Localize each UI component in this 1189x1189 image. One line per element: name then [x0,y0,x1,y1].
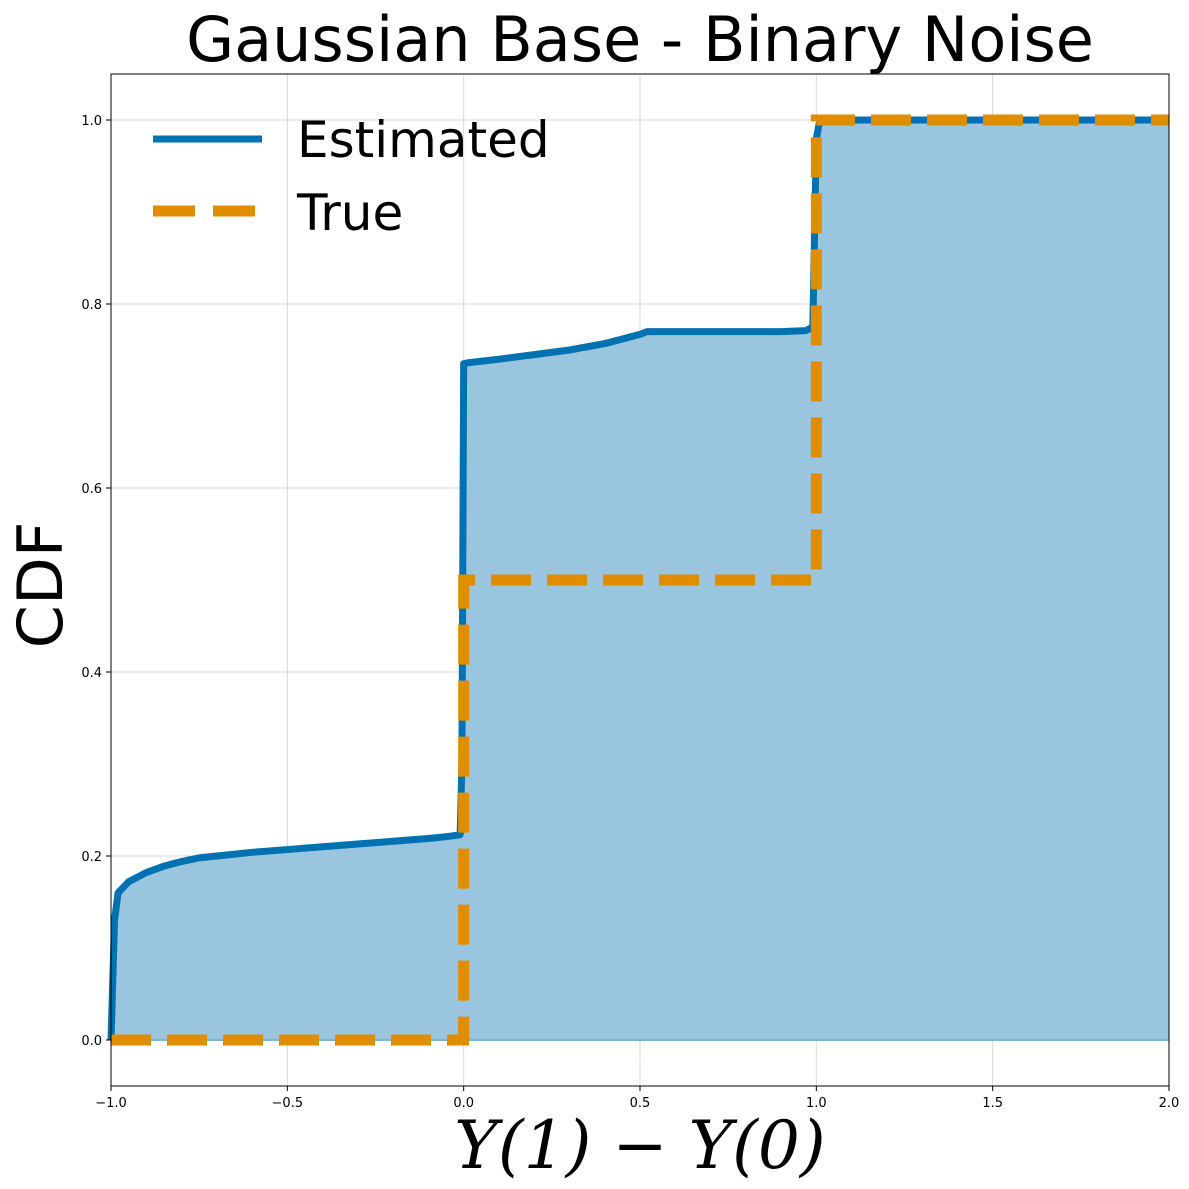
chart-title: Gaussian Base - Binary Noise [186,3,1094,76]
plot-area [107,114,1169,1046]
legend-label-true: True [296,184,403,242]
x-tick-label: 0.5 [630,1096,651,1111]
x-axis-label: Y(1) − Y(0) [454,1107,825,1184]
y-tick-label: 1.0 [81,114,102,129]
true-cdf-line [111,114,1169,1046]
y-tick-label: 0.2 [81,850,102,865]
x-tick-label: −0.5 [272,1096,304,1111]
x-tick-label: 1.0 [806,1096,827,1111]
y-tick-label: 0.6 [81,482,102,497]
estimated-cdf-line [107,116,1169,1041]
x-tick-label: 1.5 [982,1096,1003,1111]
y-tick-label: 0.4 [81,666,102,681]
x-tick-label: 2.0 [1159,1096,1180,1111]
y-axis-label: CDF [4,522,77,649]
y-tick-label: 0.0 [81,1034,102,1049]
legend-label-estimated: Estimated [297,111,550,169]
legend: Estimated True [153,111,550,242]
y-tick-label: 0.8 [81,298,102,313]
plot-frame [110,73,1170,1087]
axis-ticks: −1.0 −0.5 0.0 0.5 1.0 1.5 2.0 0.0 0.2 0.4 0.6 0.8 1.… [81,114,1179,1111]
x-tick-label: 0.0 [453,1096,474,1111]
x-tick-label: −1.0 [95,1096,127,1111]
